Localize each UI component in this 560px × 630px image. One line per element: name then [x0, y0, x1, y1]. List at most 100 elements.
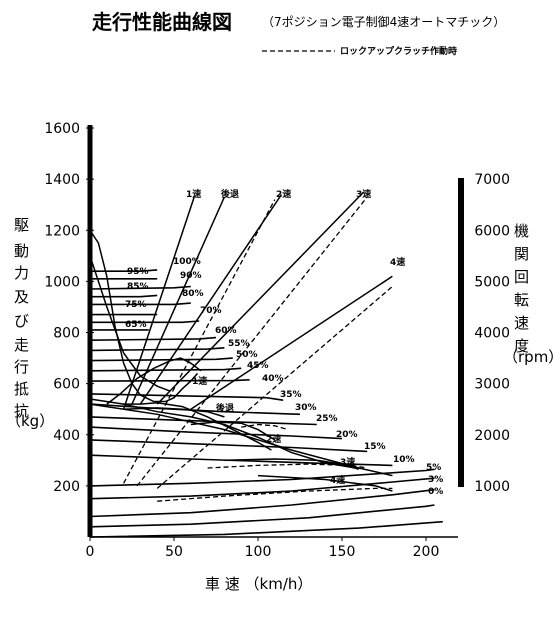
resistance-label: 50%	[236, 350, 258, 360]
resistance-label: 20%	[336, 430, 358, 440]
resistance-curve	[89, 367, 242, 372]
lockup-curve	[157, 487, 393, 502]
resistance-curve	[89, 393, 284, 401]
resistance-label: 65%	[125, 320, 147, 330]
gear-label-top: 1速	[186, 188, 201, 200]
y-axis-label-right-char: （rpm）	[503, 348, 560, 366]
resistance-label: 3%	[428, 475, 443, 485]
rpm-line-lockup	[123, 199, 276, 484]
resistance-curve	[90, 302, 191, 306]
y-tick-label-right: 7000	[474, 172, 510, 188]
y-axis-label-left-char: 及	[14, 288, 29, 306]
rpm-line-lockup	[156, 286, 393, 489]
gear-label-top: 3速	[356, 188, 371, 200]
resistance-curve	[89, 357, 233, 362]
gear-label-mid: 4速	[330, 474, 345, 486]
resistance-label: 60%	[215, 326, 237, 336]
resistance-curve	[89, 520, 443, 538]
chart-title: 走行性能曲線図	[92, 10, 232, 34]
resistance-label: 30%	[295, 403, 317, 413]
y-axis-label-left-char: 力	[14, 264, 29, 282]
resistance-curve	[89, 285, 191, 290]
curve-labels: 100% 95% 90% 85% 80% 75% 70% 65% 60% 55%50%45% 40%…	[125, 188, 443, 497]
resistance-label: 45%	[247, 361, 269, 371]
y-axis-label-right-char: 関	[514, 245, 529, 263]
chart-subtitle: （7ポジション電子制御4速オートマチック）	[262, 14, 505, 29]
resistance-curve	[89, 426, 343, 440]
y-axis-label-left-char: 抵	[14, 380, 29, 398]
y-axis-label-right-char: 速	[514, 314, 529, 332]
y-axis-label-right-char: 度	[514, 337, 529, 355]
y-axis-label-left-char: 動	[14, 242, 29, 260]
y-ticks-right: 1000 2000 3000 4000 5000 6000 7000	[474, 172, 510, 495]
resistance-label: 0%	[428, 487, 443, 497]
resistance-curve	[89, 336, 217, 341]
tractive-curve	[89, 403, 393, 477]
resistance-label: 35%	[280, 390, 302, 400]
resistance-label: 95%	[127, 267, 149, 277]
gear-label-mid: 2速	[266, 433, 281, 445]
y-axis-label-left-char: び	[14, 312, 29, 330]
resistance-label: 25%	[316, 414, 338, 424]
y-axis-label-left-char: （kg）	[6, 412, 54, 430]
resistance-curve	[89, 379, 250, 382]
y-tick-label-left: 600	[53, 377, 80, 393]
resistance-label: 75%	[125, 300, 147, 310]
resistance-label: 55%	[228, 339, 250, 349]
rpm-line	[131, 196, 226, 405]
y-tick-label-right: 2000	[474, 428, 510, 444]
x-tick-label: 50	[165, 544, 183, 560]
tractive-curve	[89, 229, 199, 403]
resistance-label: 40%	[262, 374, 284, 384]
x-ticks: 0 50 100 150 200	[86, 537, 439, 560]
x-tick-label: 0	[86, 544, 95, 560]
resistance-curve	[89, 468, 435, 487]
y-axis-label-right-char: 機	[514, 222, 529, 240]
rpm-line	[190, 275, 393, 410]
resistance-curve	[89, 504, 435, 528]
rpm-line	[122, 196, 195, 410]
gear-label-top: 2速	[276, 188, 291, 200]
y-tick-label-right: 4000	[474, 326, 510, 342]
gear-label-mid: 3速	[340, 456, 355, 468]
y-tick-label-left: 800	[53, 326, 80, 342]
resistance-label: 85%	[127, 282, 149, 292]
lockup-curve	[241, 423, 289, 431]
y-tick-label-left: 400	[53, 428, 80, 444]
x-axis-label: 車 速 （km/h）	[205, 575, 312, 593]
y-tick-label-left: 1000	[44, 274, 80, 290]
legend-label: ロックアップクラッチ作動時	[340, 45, 457, 57]
tractive-curve	[190, 421, 276, 441]
tractive-curve	[123, 407, 225, 418]
gear-label-top: 後退	[221, 188, 239, 200]
legend: ロックアップクラッチ作動時	[262, 45, 457, 57]
tractive-curve	[106, 357, 202, 405]
resistance-label: 90%	[180, 271, 202, 281]
curves	[89, 191, 443, 538]
y-axis-label-left-char: 抗	[14, 402, 29, 420]
y-axis-label-right-char: 回	[514, 268, 529, 286]
resistance-label: 5%	[426, 463, 441, 473]
y-tick-label-left: 1600	[44, 121, 80, 137]
resistance-curve	[89, 439, 368, 453]
tractive-curve	[123, 402, 272, 451]
y-axis-label-left-char: 駆	[14, 216, 29, 234]
y-tick-label-right: 6000	[474, 223, 510, 239]
resistance-label: 15%	[364, 442, 386, 452]
resistance-curve	[89, 347, 225, 352]
resistance-curve	[89, 477, 435, 500]
gear-label-mid: 1速	[192, 375, 207, 387]
resistance-curve	[90, 320, 200, 324]
resistance-curve	[89, 416, 317, 426]
y-tick-label-left: 200	[53, 479, 80, 495]
resistance-label: 70%	[200, 306, 222, 316]
resistance-curve	[90, 294, 158, 298]
gear-label-top: 4速	[390, 256, 405, 268]
resistance-label: 10%	[393, 455, 415, 465]
resistance-curve	[90, 269, 158, 272]
tractive-curve	[89, 255, 171, 393]
y-tick-label-right: 5000	[474, 274, 510, 290]
